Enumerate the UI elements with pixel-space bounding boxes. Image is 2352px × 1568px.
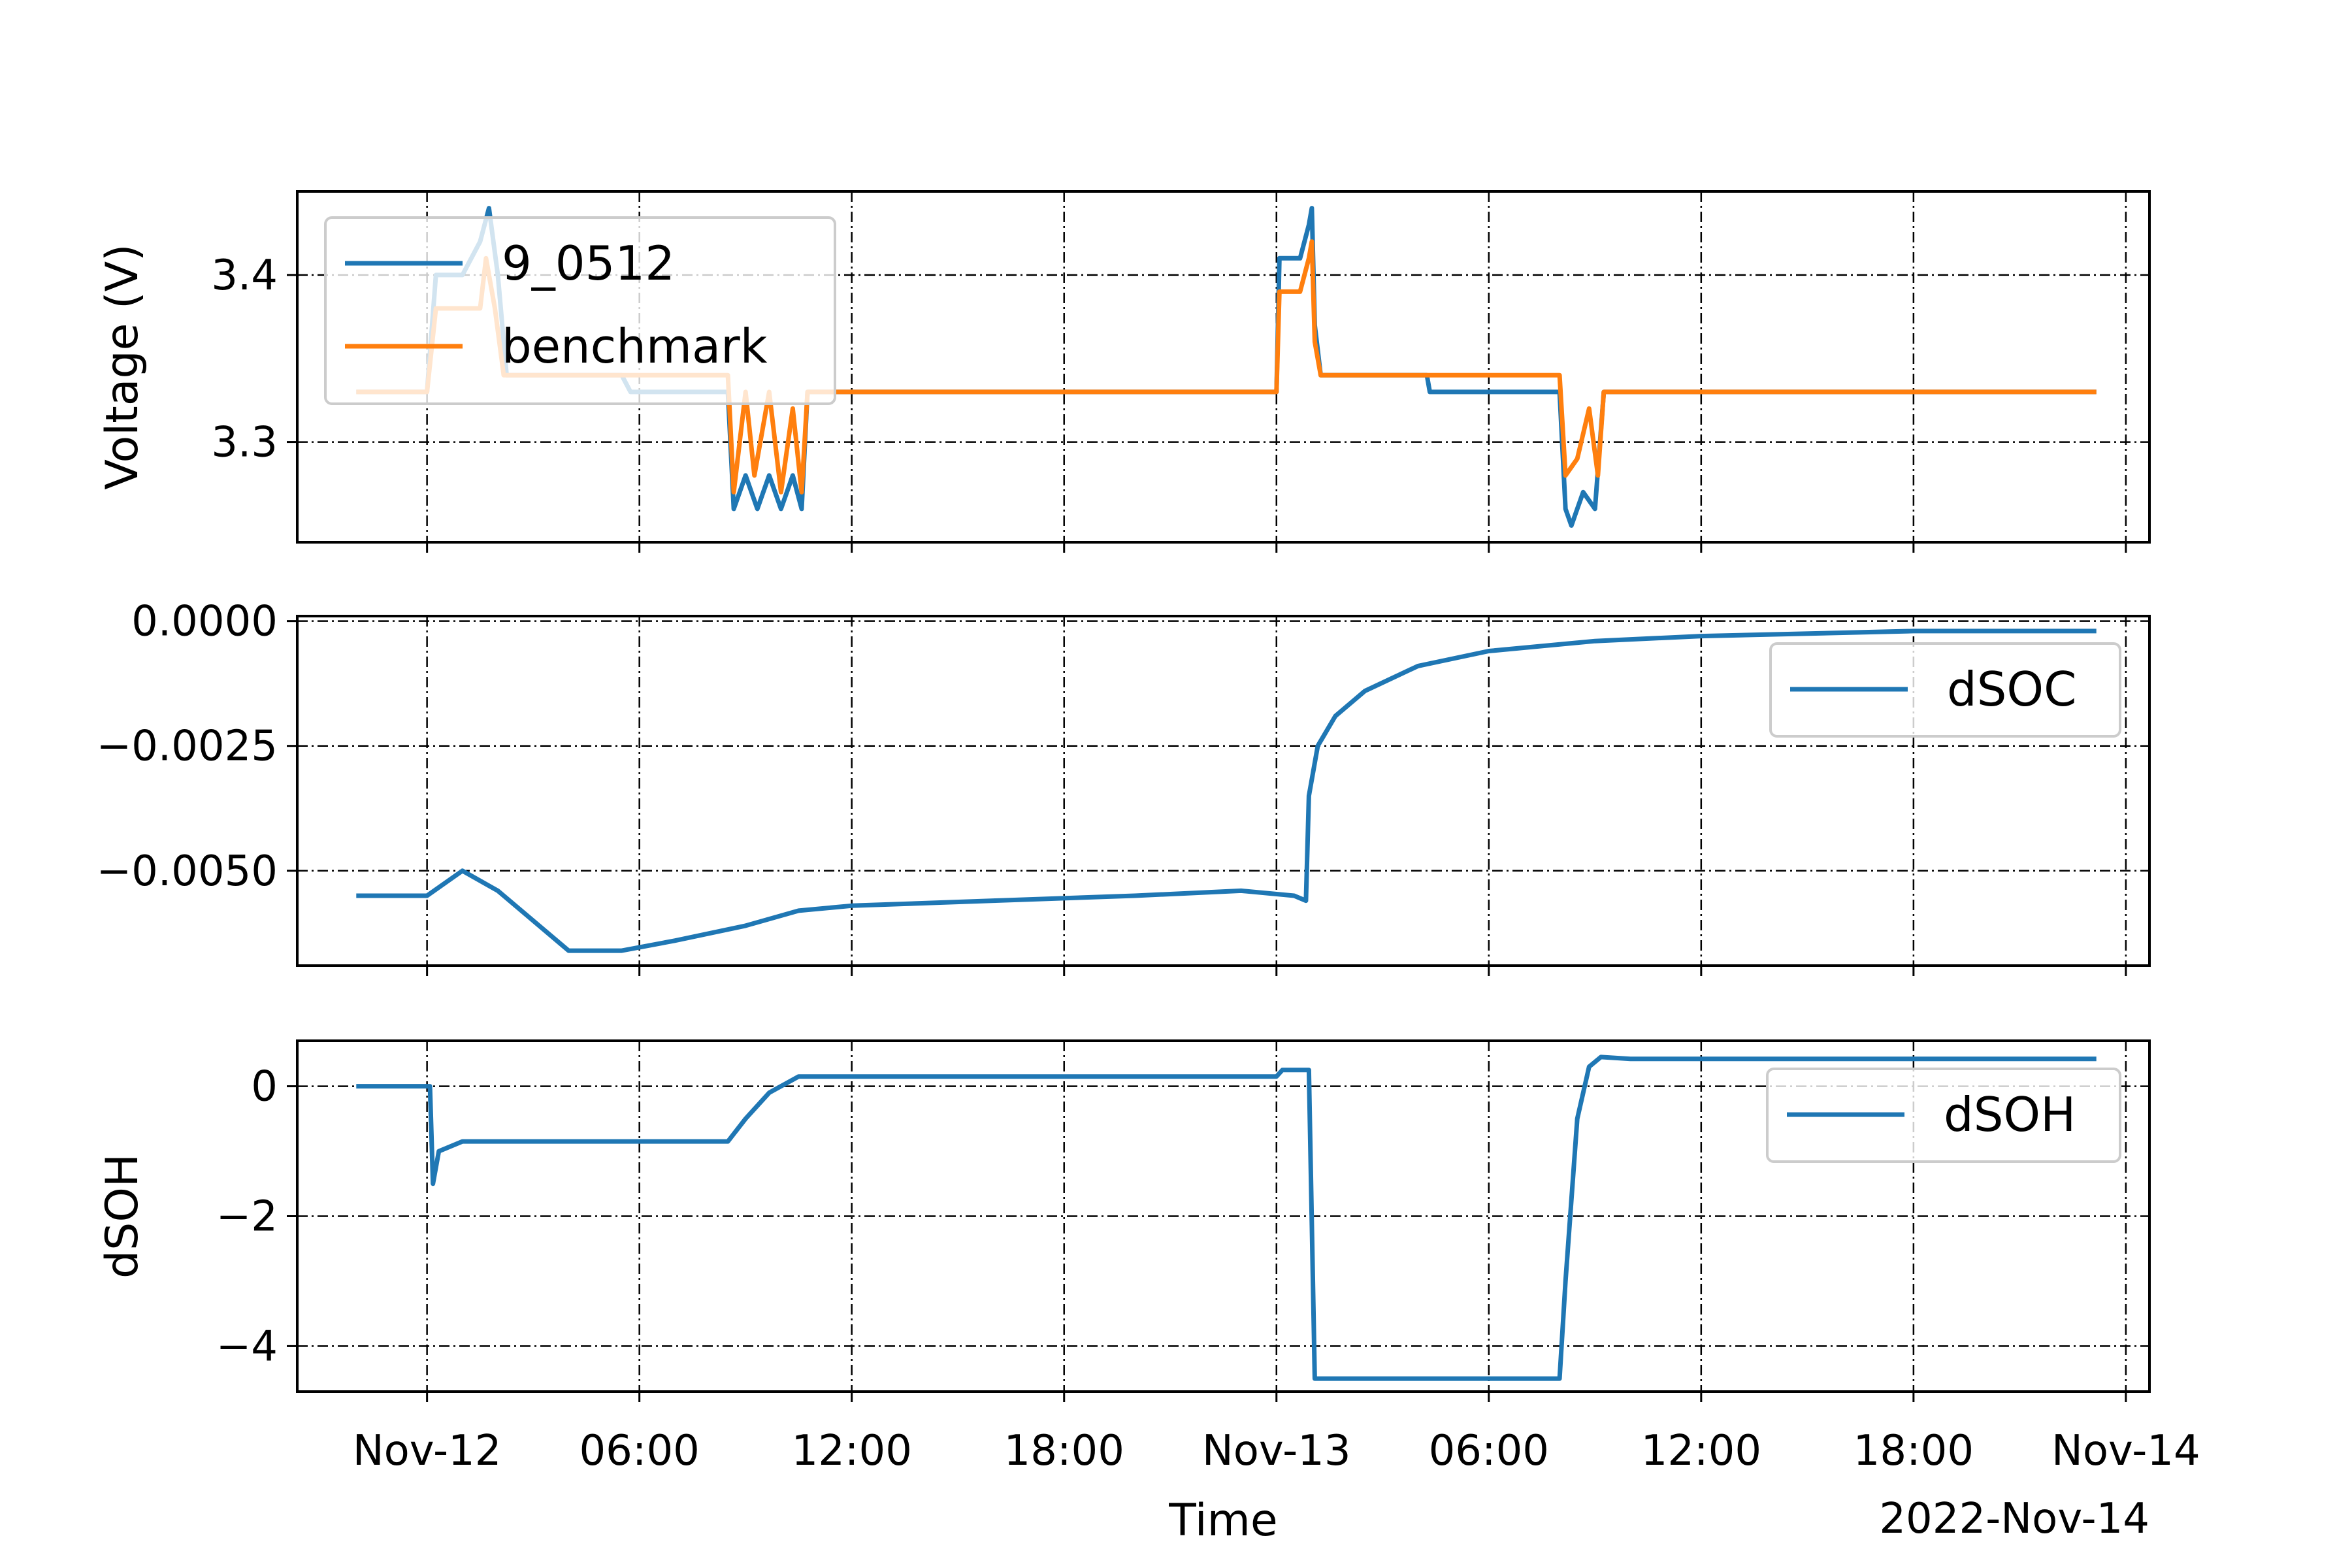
- axes-frame: [296, 1039, 2151, 1393]
- y-tick-label: 3.3: [211, 419, 278, 467]
- series-line-dsoh: [356, 1054, 2097, 1381]
- legend-label: benchmark: [502, 319, 768, 374]
- legend: dSOC: [1769, 642, 2121, 738]
- legend-box: [1769, 642, 2121, 738]
- y-tick-label: 0.0000: [131, 598, 278, 646]
- x-tick-label: Nov-12: [353, 1427, 502, 1475]
- axes-frame: [296, 615, 2151, 967]
- x-axis-title: Time: [1168, 1495, 1277, 1546]
- y-tick-label: 3.4: [211, 252, 278, 300]
- x-tick-label: 18:00: [1854, 1427, 1974, 1475]
- legend: 9_0512 benchmark: [324, 216, 836, 405]
- series-line-dsoc: [356, 629, 2097, 953]
- panel-dsoh: 0 −2 −4 dSOH dSOH: [97, 1039, 2151, 1402]
- x-tick-label: 18:00: [1004, 1427, 1124, 1475]
- y-tick-label: 0: [251, 1063, 278, 1111]
- y-tick-label: −0.0050: [96, 847, 278, 896]
- x-tick-label: Nov-14: [2051, 1427, 2200, 1475]
- legend: dSOH: [1766, 1068, 2121, 1163]
- x-tick-label: 06:00: [1429, 1427, 1549, 1475]
- y-tick-label: −0.0025: [96, 723, 278, 771]
- x-tick-label: 06:00: [579, 1427, 699, 1475]
- legend-label: dSOH: [1944, 1087, 2076, 1142]
- y-tick-label: −4: [216, 1322, 278, 1371]
- x-tick-label: 12:00: [1641, 1427, 1761, 1475]
- legend-box: [1766, 1068, 2121, 1163]
- panel-dsoc: 0.0000 −0.0025 −0.0050 dSOC: [96, 598, 2151, 976]
- axes-frame: [296, 190, 2151, 544]
- legend-label: dSOC: [1947, 662, 2076, 717]
- y-tick-label: −2: [216, 1193, 278, 1241]
- legend-label: 9_0512: [502, 236, 675, 291]
- x-offset-label: 2022-Nov-14: [1879, 1495, 2149, 1543]
- x-tick-label: 12:00: [791, 1427, 911, 1475]
- x-tick-label: Nov-13: [1202, 1427, 1351, 1475]
- y-axis-title: dSOH: [97, 1154, 148, 1279]
- y-axis-title: Voltage (V): [97, 244, 148, 489]
- panels: 3.3 3.4 Voltage (V) 9_0512 benchmark 0.0000 −0…: [96, 190, 2200, 1546]
- panel-voltage: 3.3 3.4 Voltage (V) 9_0512 benchmark: [97, 190, 2151, 553]
